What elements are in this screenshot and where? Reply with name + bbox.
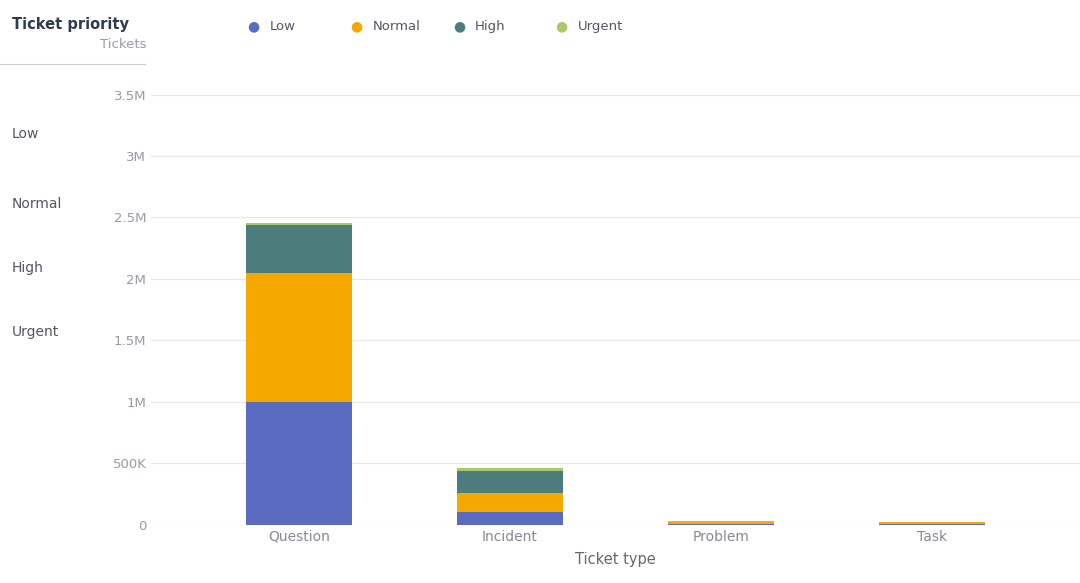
Text: High: High <box>475 20 505 33</box>
Text: Urgent: Urgent <box>578 20 623 33</box>
Text: High: High <box>12 261 43 275</box>
Bar <box>457 468 563 470</box>
Bar <box>669 522 774 524</box>
Text: ●: ● <box>350 19 363 33</box>
Bar <box>246 402 352 525</box>
Text: ●: ● <box>555 19 568 33</box>
Text: Low: Low <box>12 127 39 141</box>
Text: ●: ● <box>453 19 465 33</box>
Text: ●: ● <box>247 19 260 33</box>
X-axis label: Ticket type: Ticket type <box>576 552 656 567</box>
Text: Urgent: Urgent <box>12 325 59 339</box>
Bar <box>457 470 563 493</box>
Bar <box>246 223 352 225</box>
Text: Normal: Normal <box>373 20 420 33</box>
Bar <box>246 225 352 273</box>
Bar <box>879 522 985 524</box>
Bar <box>457 493 563 512</box>
Bar <box>457 512 563 525</box>
Bar <box>246 273 352 402</box>
Text: Low: Low <box>270 20 296 33</box>
Text: Normal: Normal <box>12 197 62 211</box>
Text: Tickets: Tickets <box>100 38 147 51</box>
Text: Ticket priority: Ticket priority <box>12 17 129 33</box>
